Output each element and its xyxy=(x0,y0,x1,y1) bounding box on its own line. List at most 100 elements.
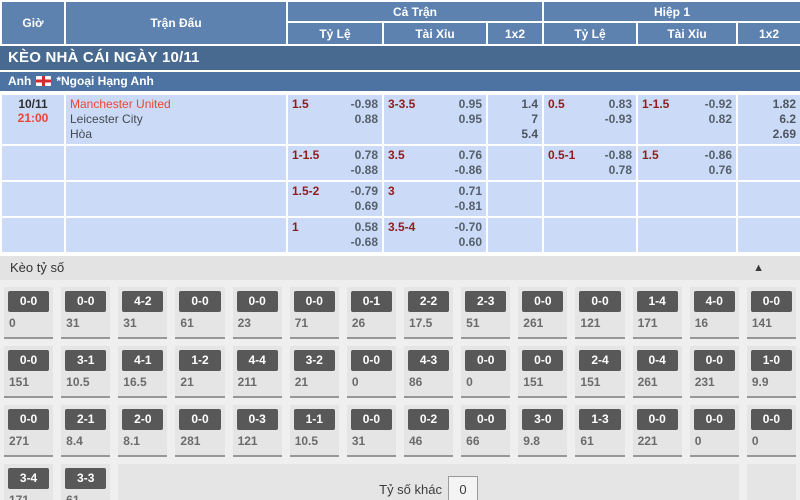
match-teams-cell xyxy=(64,180,288,218)
score-button[interactable]: 0-0 xyxy=(350,409,392,430)
score-button[interactable]: 0-0 xyxy=(636,409,678,430)
ft-handicap-cell-odds: -0.98 0.88 xyxy=(292,97,378,127)
odds-value: -0.98 xyxy=(350,97,378,111)
score-button[interactable]: 0-3 xyxy=(236,409,278,430)
ft-overunder-cell[interactable]: 3 0.71 -0.81 xyxy=(382,180,488,218)
col-header-ft-handicap: Tỷ Lệ xyxy=(286,21,384,46)
col-header-h1-handicap: Tỷ Lệ xyxy=(542,21,638,46)
score-button[interactable]: 2-1 xyxy=(65,409,107,430)
score-button[interactable]: 4-2 xyxy=(122,291,164,312)
ft-overunder-cell-odds: 0.71 -0.81 xyxy=(388,184,482,214)
ft-1x2-cell[interactable] xyxy=(486,216,544,254)
score-odds: 121 xyxy=(580,316,601,330)
score-cell: 0-0 221 xyxy=(632,405,682,457)
ft-overunder-cell[interactable]: 3.5-4 -0.70 0.60 xyxy=(382,216,488,254)
score-button[interactable]: 0-2 xyxy=(407,409,450,430)
score-button[interactable]: 2-3 xyxy=(465,291,507,312)
score-button[interactable]: 3-0 xyxy=(522,409,564,430)
away-team[interactable]: Leicester City xyxy=(70,112,143,126)
score-section-header[interactable]: Kèo tỷ số ▲ xyxy=(0,254,800,280)
score-odds: 121 xyxy=(237,434,258,448)
other-score-box[interactable]: 0 xyxy=(447,476,478,500)
score-cell: 0-2 46 xyxy=(403,405,454,457)
h1-handicap-cell[interactable] xyxy=(542,216,638,254)
score-button[interactable]: 3-3 xyxy=(65,468,107,489)
ft-1x2-cell[interactable] xyxy=(486,144,544,182)
h1-1x2-cell[interactable] xyxy=(736,144,800,182)
score-button[interactable]: 0-0 xyxy=(179,409,221,430)
score-button[interactable]: 0-0 xyxy=(65,291,107,312)
ft-handicap-cell-handicap: 1.5 xyxy=(292,97,309,111)
score-button[interactable]: 1-0 xyxy=(750,350,792,371)
score-button[interactable]: 1-3 xyxy=(579,409,621,430)
score-cell: 3-0 9.8 xyxy=(518,405,568,457)
score-button[interactable]: 0-0 xyxy=(236,291,278,312)
ft-handicap-cell[interactable]: 1-1.5 0.78 -0.88 xyxy=(286,144,384,182)
score-button[interactable]: 0-0 xyxy=(579,291,621,312)
h1-overunder-cell[interactable]: 1.5 -0.86 0.76 xyxy=(636,144,738,182)
score-button[interactable]: 0-0 xyxy=(750,291,792,312)
score-button[interactable]: 4-1 xyxy=(122,350,164,371)
score-odds: 151 xyxy=(9,375,30,389)
score-button[interactable]: 0-0 xyxy=(8,409,50,430)
score-odds: 151 xyxy=(580,375,601,389)
score-button[interactable]: 2-2 xyxy=(407,291,450,312)
score-button[interactable]: 0-0 xyxy=(8,350,50,371)
score-button[interactable]: 1-2 xyxy=(179,350,221,371)
score-button[interactable]: 0-0 xyxy=(522,350,564,371)
ft-handicap-cell[interactable]: 1.5 -0.98 0.88 xyxy=(286,93,384,146)
score-button[interactable]: 0-0 xyxy=(522,291,564,312)
score-button[interactable]: 3-1 xyxy=(65,350,107,371)
score-button[interactable]: 0-0 xyxy=(750,409,792,430)
home-team[interactable]: Manchester United xyxy=(70,97,171,111)
score-button[interactable]: 3-2 xyxy=(293,350,335,371)
h1-1x2-cell[interactable]: 1.82 6.2 2.69 xyxy=(736,93,800,146)
h1-overunder-cell[interactable] xyxy=(636,180,738,218)
h1-handicap-cell[interactable] xyxy=(542,180,638,218)
ft-1x2-cell[interactable]: 1.4 7 5.4 xyxy=(486,93,544,146)
league-name: *Ngoại Hạng Anh xyxy=(56,74,154,88)
score-cell: 0-0 281 xyxy=(175,405,225,457)
ft-1x2-cell[interactable] xyxy=(486,180,544,218)
score-button[interactable]: 0-0 xyxy=(693,350,735,371)
score-cell: 0-0 0 xyxy=(346,346,396,398)
h1-overunder-cell[interactable] xyxy=(636,216,738,254)
score-button[interactable]: 0-1 xyxy=(350,291,392,312)
score-button[interactable]: 4-3 xyxy=(407,350,450,371)
score-button[interactable]: 1-4 xyxy=(636,291,678,312)
odds-value: -0.86 xyxy=(454,163,482,177)
h1-1x2-cell[interactable] xyxy=(736,180,800,218)
h1-handicap-cell[interactable]: 0.5-1 -0.88 0.78 xyxy=(542,144,638,182)
score-button[interactable]: 4-0 xyxy=(693,291,735,312)
score-button[interactable]: 0-0 xyxy=(693,409,735,430)
ft-overunder-cell[interactable]: 3-3.5 0.95 0.95 xyxy=(382,93,488,146)
score-button[interactable]: 0-0 xyxy=(293,291,335,312)
score-button[interactable]: 0-0 xyxy=(179,291,221,312)
ft-handicap-cell[interactable]: 1.5-2 -0.79 0.69 xyxy=(286,180,384,218)
ft-handicap-cell[interactable]: 1 0.58 -0.68 xyxy=(286,216,384,254)
score-odds: 271 xyxy=(9,434,30,448)
score-cell: 3-2 21 xyxy=(289,346,339,398)
score-button[interactable]: 0-0 xyxy=(465,350,507,371)
h1-1x2-cell[interactable] xyxy=(736,216,800,254)
score-button[interactable]: 0-0 xyxy=(465,409,507,430)
score-button[interactable]: 2-4 xyxy=(579,350,621,371)
odds-value: 0.88 xyxy=(354,112,378,126)
collapse-arrow-icon[interactable]: ▲ xyxy=(753,261,764,274)
score-cell: 4-3 86 xyxy=(403,346,454,398)
score-button[interactable]: 1-1 xyxy=(293,409,335,430)
score-cell: 0-3 121 xyxy=(232,405,282,457)
score-odds: 8.1 xyxy=(123,434,140,448)
h1-handicap-cell[interactable]: 0.5 0.83 -0.93 xyxy=(542,93,638,146)
score-button[interactable]: 0-0 xyxy=(8,291,50,312)
score-button[interactable]: 0-0 xyxy=(350,350,392,371)
h1-overunder-cell[interactable]: 1-1.5 -0.92 0.82 xyxy=(636,93,738,146)
score-button[interactable]: 3-4 xyxy=(8,468,50,489)
score-cell: 0-0 0 xyxy=(4,287,54,339)
ft-overunder-cell[interactable]: 3.5 0.76 -0.86 xyxy=(382,144,488,182)
score-button[interactable]: 2-0 xyxy=(122,409,164,430)
ft-handicap-cell-handicap: 1-1.5 xyxy=(292,148,320,162)
score-button[interactable]: 4-4 xyxy=(236,350,278,371)
league-bar[interactable]: Anh *Ngoại Hạng Anh xyxy=(0,72,800,93)
score-button[interactable]: 0-4 xyxy=(636,350,678,371)
